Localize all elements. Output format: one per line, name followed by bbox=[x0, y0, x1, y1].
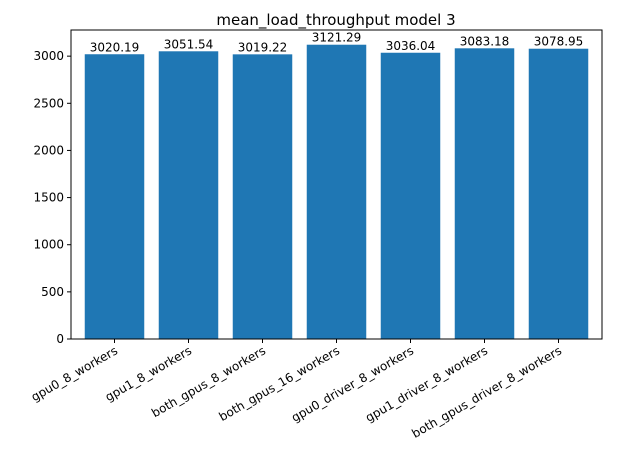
y-tick-label: 2000 bbox=[33, 143, 64, 157]
bar-both_gpus_8_workers bbox=[232, 54, 293, 340]
chart-title: mean_load_throughput model 3 bbox=[216, 11, 455, 30]
plot-frame bbox=[70, 29, 603, 340]
x-tick-label: gpu1_driver_8_workers bbox=[363, 343, 490, 424]
data-label-both_gpus_16_workers: 3121.29 bbox=[312, 31, 362, 45]
data-label-gpu1_driver_8_workers: 3083.18 bbox=[460, 34, 510, 48]
y-axis: 0 500 1000 1500 2000 2500 3000 bbox=[33, 49, 71, 346]
y-tick-label: 1500 bbox=[33, 191, 64, 205]
y-tick-label: 2500 bbox=[33, 96, 64, 110]
data-label-gpu1_8_workers: 3051.54 bbox=[164, 37, 214, 51]
data-label-both_gpus_8_workers: 3019.22 bbox=[238, 40, 288, 54]
data-labels-group: 3020.19 3051.54 3019.22 3121.29 3036.04 3083.… bbox=[90, 31, 584, 55]
bar-both_gpus_16_workers bbox=[306, 44, 367, 340]
bar-gpu0_driver_8_workers bbox=[380, 52, 441, 339]
bar-both_gpus_driver_8_workers bbox=[528, 48, 589, 340]
y-tick-label: 0 bbox=[56, 332, 64, 346]
data-label-gpu0_driver_8_workers: 3036.04 bbox=[386, 39, 436, 53]
data-label-both_gpus_driver_8_workers: 3078.95 bbox=[534, 35, 584, 49]
x-tick-label: both_gpus_driver_8_workers bbox=[409, 343, 564, 440]
bar-gpu0_8_workers bbox=[84, 54, 145, 339]
bar-gpu1_driver_8_workers bbox=[454, 48, 515, 340]
y-tick-label: 1000 bbox=[33, 238, 64, 252]
x-tick-label: both_gpus_16_workers bbox=[217, 343, 342, 424]
data-label-gpu0_8_workers: 3020.19 bbox=[90, 40, 140, 54]
y-tick-label: 500 bbox=[41, 285, 64, 299]
y-tick-label: 3000 bbox=[33, 49, 64, 63]
x-axis: gpu0_8_workersgpu1_8_workersboth_gpus_8_… bbox=[29, 339, 564, 441]
bar-gpu1_8_workers bbox=[158, 51, 219, 339]
x-tick-label: gpu0_driver_8_workers bbox=[289, 343, 416, 424]
bars-group bbox=[84, 44, 589, 340]
